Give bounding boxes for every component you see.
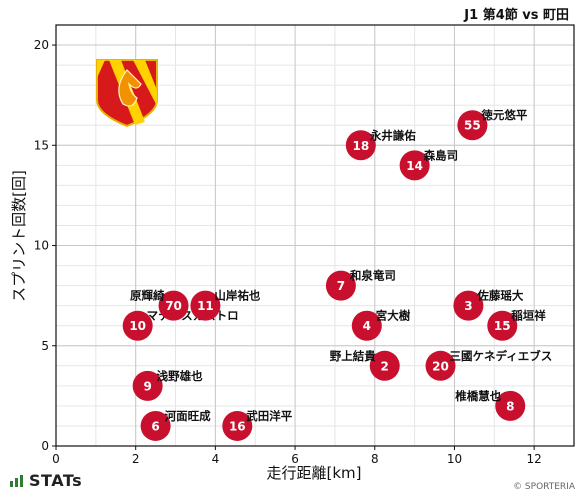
x-tick-label: 10 — [447, 452, 462, 466]
plot-frame — [55, 24, 575, 447]
point-number: 9 — [143, 379, 151, 393]
point-number: 11 — [197, 299, 214, 313]
x-tick-label: 2 — [132, 452, 140, 466]
point-marker — [122, 310, 153, 341]
logo-text: STATs — [29, 471, 83, 490]
x-tick-label: 0 — [52, 452, 60, 466]
y-tick-label: 10 — [34, 239, 49, 253]
x-axis-label: 走行距離[km] — [266, 464, 361, 482]
data-point: 7 和泉竜司 — [325, 269, 396, 301]
y-tick-label: 20 — [34, 38, 49, 52]
data-point: 8 椎橋慧也 — [454, 389, 526, 421]
point-number: 15 — [494, 319, 511, 333]
point-number: 70 — [165, 299, 182, 313]
point-marker — [457, 110, 488, 141]
point-label: 森島司 — [424, 148, 459, 162]
point-marker — [345, 130, 376, 161]
point-label: 佐藤瑶大 — [476, 289, 523, 303]
data-point: 4 宮大樹 — [351, 309, 411, 341]
data-point: 6 河面旺成 — [140, 409, 211, 441]
point-number: 3 — [464, 299, 472, 313]
data-point: 3 佐藤瑶大 — [453, 289, 524, 321]
point-marker — [495, 390, 526, 421]
point-number: 6 — [151, 419, 159, 433]
point-number: 8 — [506, 399, 514, 413]
point-number: 55 — [464, 119, 481, 133]
crest-stripe — [133, 60, 157, 106]
point-label: 三國ケネディエブス — [450, 349, 553, 363]
point-marker — [425, 350, 456, 381]
point-label: 山岸祐也 — [214, 289, 260, 303]
point-marker — [487, 310, 518, 341]
point-label: 和泉竜司 — [350, 269, 396, 283]
point-label: 椎橋慧也 — [454, 389, 501, 403]
x-tick-label: 6 — [291, 452, 299, 466]
point-marker — [222, 410, 253, 441]
data-point: 2 野上結貴 — [330, 349, 400, 381]
point-number: 10 — [129, 319, 146, 333]
point-label: 河面旺成 — [165, 409, 211, 423]
data-point: 9 浅野雄也 — [132, 369, 203, 401]
x-tick-label: 4 — [212, 452, 220, 466]
data-points: 6河面旺成16武田洋平9浅野雄也10マテウスカストロ70原輝綺11山岸祐也7和泉… — [122, 108, 553, 441]
grid-lines — [56, 25, 574, 446]
point-number: 14 — [406, 159, 423, 173]
point-label: 野上結貴 — [330, 349, 376, 363]
point-label: 浅野雄也 — [157, 369, 203, 383]
point-number: 20 — [432, 359, 449, 373]
point-number: 7 — [337, 279, 345, 293]
point-number: 4 — [363, 319, 371, 333]
x-tick-label: 8 — [371, 452, 379, 466]
point-label: 宮大樹 — [376, 309, 411, 323]
chart-title: J1 第4節 vs 町田 — [464, 8, 569, 23]
x-tick-label: 12 — [527, 452, 542, 466]
point-marker — [453, 290, 484, 321]
point-marker — [325, 270, 356, 301]
point-label: 永井謙佑 — [369, 128, 416, 142]
point-marker — [132, 370, 163, 401]
point-marker — [399, 150, 430, 181]
y-tick-label: 15 — [34, 138, 49, 152]
y-axis-label: スプリント回数[回] — [10, 170, 28, 302]
crest-stripe — [97, 60, 105, 78]
bars-icon — [10, 474, 23, 487]
point-label: 原輝綺 — [130, 289, 165, 303]
crest-phoenix — [118, 69, 142, 107]
y-tick-label: 0 — [41, 439, 49, 453]
point-marker — [351, 310, 382, 341]
point-marker — [158, 290, 189, 321]
point-number: 16 — [229, 419, 246, 433]
point-marker — [190, 290, 221, 321]
axes: 0 2 4 6 8 10 12 0 5 10 15 20 — [34, 24, 575, 466]
point-label: 武田洋平 — [246, 409, 292, 423]
point-label: 徳元悠平 — [480, 108, 527, 122]
point-marker — [369, 350, 400, 381]
point-marker — [140, 410, 171, 441]
point-number: 2 — [381, 359, 389, 373]
stats-logo: STATs — [10, 471, 82, 490]
point-number: 18 — [352, 139, 369, 153]
credit-text: © SPORTERIA — [513, 482, 575, 492]
y-tick-label: 5 — [41, 339, 49, 353]
point-label: 稲垣祥 — [511, 309, 546, 323]
club-crest — [96, 59, 158, 128]
